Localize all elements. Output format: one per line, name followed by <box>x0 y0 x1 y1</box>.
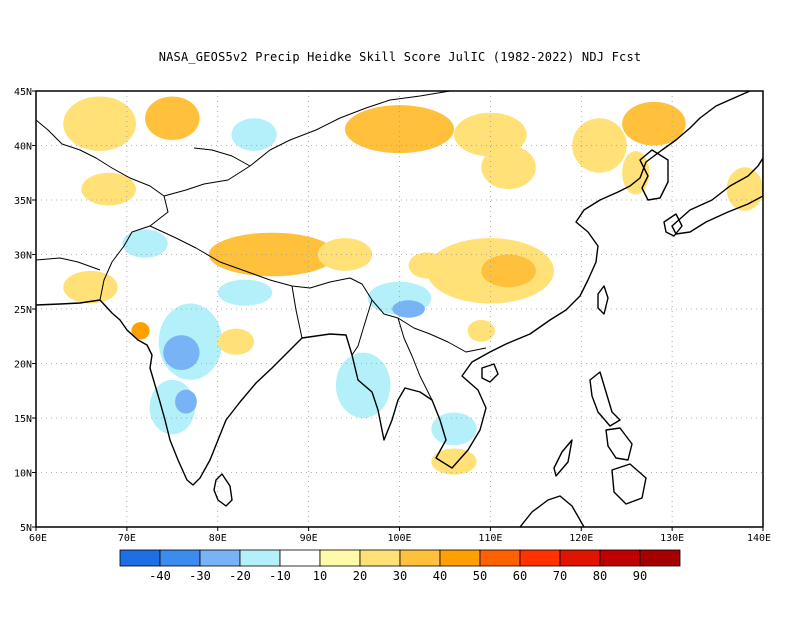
skill-patch-29 <box>467 319 495 342</box>
lon-tick-label: 60E <box>29 533 47 544</box>
skill-patch-11 <box>122 229 168 258</box>
skill-patch-16 <box>63 270 118 304</box>
grid-lines <box>36 91 763 527</box>
skill-patch-25 <box>217 328 255 355</box>
skill-patch-12 <box>208 232 336 277</box>
skill-patch-21 <box>163 335 200 371</box>
colorbar-label: 70 <box>553 569 567 583</box>
lon-tick-label: 120E <box>569 533 593 544</box>
colorbar-label: 60 <box>513 569 527 583</box>
colorbar-swatch <box>479 549 521 567</box>
latitude-labels: 5N 10N 15N 20N 25N 30N 35N 40N 45N <box>14 87 36 534</box>
lat-tick-label: 45N <box>14 87 32 98</box>
map-title: NASA_GEOS5v2 Precip Heidke Skill Score J… <box>158 50 642 64</box>
skill-patch-10 <box>81 172 136 206</box>
colorbar-label: 90 <box>633 569 647 583</box>
lat-tick-label: 40N <box>14 142 32 153</box>
colorbar: -40 -30 -20 -10 10 20 30 40 50 60 70 80 90 <box>119 549 681 583</box>
longitude-labels: 60E 70E 80E 90E 100E 110E 120E 130E 140E <box>29 527 771 544</box>
lat-tick-label: 35N <box>14 196 32 207</box>
skill-patch-27 <box>431 412 477 446</box>
lat-tick-label: 15N <box>14 414 32 425</box>
colorbar-swatch <box>559 549 601 567</box>
colorbar-swatch <box>279 549 321 567</box>
lon-tick-label: 100E <box>387 533 411 544</box>
lon-tick-label: 130E <box>660 533 684 544</box>
colorbar-swatch <box>439 549 481 567</box>
skill-patch-6 <box>572 118 627 173</box>
skill-patch-0 <box>63 96 136 151</box>
coastline-mindanao <box>611 463 647 505</box>
lon-tick-label: 70E <box>118 533 136 544</box>
lon-tick-label: 140E <box>747 533 771 544</box>
lat-tick-label: 5N <box>20 523 32 534</box>
colorbar-label: 10 <box>313 569 327 583</box>
colorbar-swatch <box>599 549 641 567</box>
lon-tick-label: 80E <box>209 533 227 544</box>
skill-patch-5 <box>481 145 536 190</box>
colorbar-swatch <box>199 549 241 567</box>
skill-score-shading <box>63 96 763 475</box>
coastlines <box>36 91 763 527</box>
skill-patch-23 <box>175 389 197 414</box>
lat-tick-label: 10N <box>14 469 32 480</box>
colorbar-swatch <box>159 549 201 567</box>
lon-tick-label: 90E <box>300 533 318 544</box>
coastline-korea <box>639 149 669 201</box>
skill-patch-1 <box>145 96 200 141</box>
coastline-borneo <box>519 495 585 527</box>
skill-patch-9 <box>726 167 763 211</box>
coastline-sri-lanka <box>213 473 233 507</box>
skill-patch-2 <box>231 118 277 151</box>
colorbar-swatch <box>359 549 401 567</box>
coastline-luzon <box>589 371 621 427</box>
colorbar-swatch <box>399 549 441 567</box>
skill-patch-8 <box>622 150 650 195</box>
coastline-japan <box>671 157 763 235</box>
colorbar-label: 80 <box>593 569 607 583</box>
skill-patch-17 <box>217 279 273 306</box>
skill-patch-19 <box>392 300 425 318</box>
skill-patch-28 <box>431 448 477 475</box>
lon-tick-label: 110E <box>478 533 502 544</box>
colorbar-label: 20 <box>353 569 367 583</box>
coastline-palawan <box>553 439 573 477</box>
lat-tick-label: 30N <box>14 251 32 262</box>
border-lines <box>36 91 487 401</box>
coastline-visayas <box>605 427 633 461</box>
colorbar-label: 30 <box>393 569 407 583</box>
skill-patch-4 <box>454 112 527 157</box>
skill-patch-3 <box>344 105 455 154</box>
lat-tick-label: 20N <box>14 360 32 371</box>
colorbar-label: -20 <box>229 569 251 583</box>
skill-patch-13 <box>317 238 373 271</box>
lat-tick-label: 25N <box>14 305 32 316</box>
colorbar-label: 40 <box>433 569 447 583</box>
colorbar-swatch <box>519 549 561 567</box>
skill-patch-24 <box>131 322 150 340</box>
coastline-hainan <box>481 363 499 383</box>
skill-patch-7 <box>622 101 686 146</box>
colorbar-swatch <box>639 549 681 567</box>
skill-patch-30 <box>408 252 445 279</box>
coastline-mainland <box>36 91 751 486</box>
colorbar-swatch <box>319 549 361 567</box>
colorbar-label: 50 <box>473 569 487 583</box>
colorbar-label: -10 <box>269 569 291 583</box>
coastline-taiwan <box>597 285 609 315</box>
colorbar-swatch <box>239 549 281 567</box>
colorbar-swatch <box>119 549 161 567</box>
skill-patch-15 <box>481 254 536 288</box>
colorbar-label: -40 <box>149 569 171 583</box>
colorbar-label: -30 <box>189 569 211 583</box>
coastline-kyushu <box>663 213 683 237</box>
